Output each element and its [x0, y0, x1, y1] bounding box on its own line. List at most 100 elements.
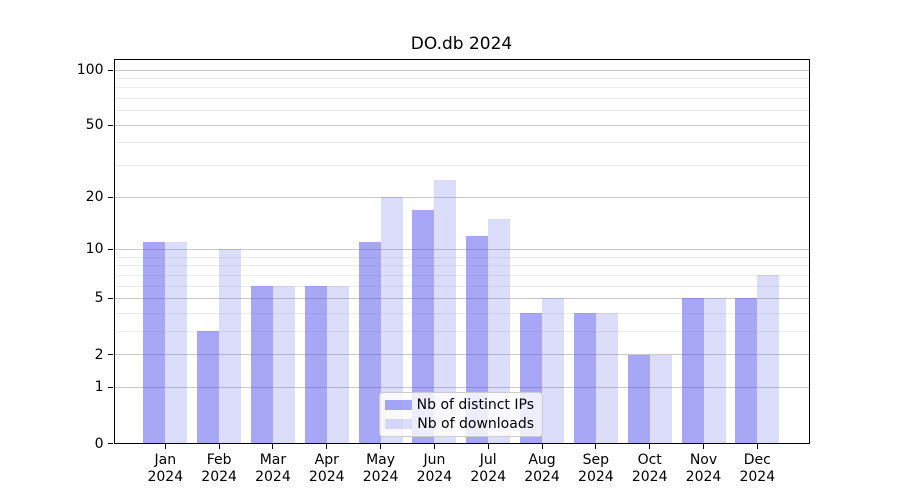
bar-downloads-nov — [703, 298, 726, 444]
gridline-minor — [113, 165, 810, 167]
bar-downloads-jan — [165, 242, 188, 444]
x-tick-label-year: 2024 — [470, 468, 507, 485]
x-tick — [595, 443, 597, 449]
bar-ips-sep — [573, 313, 596, 444]
y-tick — [108, 443, 113, 444]
bar-ips-dec — [735, 298, 758, 444]
legend-swatch-distinct-ips-icon — [385, 400, 412, 411]
x-tick — [433, 443, 435, 449]
gridline-minor — [113, 142, 810, 144]
gridline-minor — [113, 256, 810, 258]
gridline-minor — [113, 312, 810, 314]
x-tick-label: Aug 2024 — [512, 452, 572, 486]
x-tick-label-year: 2024 — [255, 468, 291, 485]
bar-downloads-may — [380, 197, 403, 444]
gridline-minor — [113, 265, 810, 267]
y-tick — [108, 386, 113, 388]
x-tick — [756, 443, 758, 449]
gridline-major — [113, 297, 810, 299]
x-tick-label: Jun 2024 — [404, 452, 464, 486]
x-tick-label-year: 2024 — [147, 468, 184, 485]
y-tick — [108, 297, 113, 299]
y-tick — [108, 354, 113, 356]
x-tick — [487, 443, 489, 449]
legend-item-downloads: Nb of downloads — [385, 416, 534, 432]
y-tick-label: 2 — [94, 346, 104, 363]
gridline-minor — [113, 77, 810, 79]
gridline-major — [113, 386, 810, 388]
bar-downloads-oct — [649, 354, 672, 444]
gridline-minor — [113, 87, 810, 89]
x-tick — [703, 443, 704, 449]
y-tick — [108, 196, 113, 198]
y-tick-label: 50 — [85, 117, 104, 134]
legend-item-distinct-ips: Nb of distinct IPs — [385, 397, 534, 413]
gridline-minor — [113, 98, 810, 100]
bar-downloads-dec — [757, 275, 780, 444]
bar-ips-feb — [197, 331, 220, 444]
gridline-minor — [113, 110, 810, 112]
legend-label-distinct-ips: Nb of distinct IPs — [416, 397, 534, 414]
y-tick-label: 0 — [94, 435, 104, 452]
y-tick-label: 10 — [85, 241, 104, 258]
gridline-major — [113, 124, 810, 126]
gridline-major — [113, 69, 810, 71]
x-tick-label-year: 2024 — [578, 468, 614, 485]
gridline-major — [113, 196, 810, 198]
chart-title: DO.db 2024 — [410, 34, 513, 54]
x-tick-label-year: 2024 — [416, 468, 453, 485]
gridline-major — [113, 354, 810, 356]
x-tick-label-year: 2024 — [685, 468, 722, 485]
x-tick-label: Sep 2024 — [566, 452, 626, 486]
x-tick — [326, 443, 328, 449]
gridline-minor — [113, 330, 810, 332]
x-tick-label: Mar 2024 — [243, 452, 303, 486]
y-tick-label: 1 — [94, 379, 104, 396]
legend-label-downloads: Nb of downloads — [417, 415, 534, 432]
x-tick-label-year: 2024 — [524, 468, 560, 485]
x-tick-label: May 2024 — [351, 452, 411, 486]
x-tick — [541, 443, 543, 449]
gridline-major — [113, 248, 810, 250]
bar-downloads-jul — [488, 219, 511, 444]
bar-ips-jan — [143, 242, 166, 444]
x-tick-label: Jan 2024 — [135, 452, 195, 486]
x-tick-label-year: 2024 — [308, 468, 345, 485]
x-tick-label: Dec 2024 — [727, 452, 787, 486]
x-tick-label-year: 2024 — [631, 468, 668, 485]
bar-downloads-jun — [434, 179, 457, 444]
x-tick — [380, 443, 382, 449]
bar-ips-mar — [250, 286, 273, 444]
y-tick — [108, 69, 113, 71]
y-tick — [108, 124, 113, 126]
x-tick-label: Apr 2024 — [297, 452, 357, 486]
bar-ips-nov — [681, 298, 704, 444]
gridline-minor — [113, 285, 810, 287]
bar-downloads-aug — [542, 298, 565, 444]
x-tick-label-year: 2024 — [201, 468, 237, 485]
bar-ips-apr — [304, 286, 327, 444]
bar-downloads-apr — [326, 286, 349, 444]
x-tick-label-year: 2024 — [739, 468, 776, 485]
x-tick — [164, 443, 166, 449]
bar-downloads-mar — [272, 286, 295, 444]
bar-ips-may — [358, 242, 381, 444]
y-tick — [108, 248, 113, 250]
gridline-minor — [113, 274, 810, 276]
y-tick-label: 20 — [85, 189, 104, 206]
x-tick-label: Feb 2024 — [189, 452, 249, 486]
bar-ips-oct — [627, 354, 650, 444]
x-tick-label: Nov 2024 — [674, 452, 734, 486]
x-tick-label: Oct 2024 — [620, 452, 680, 486]
bar-ips-jun — [412, 209, 435, 444]
x-tick-label-year: 2024 — [362, 468, 399, 485]
x-tick — [218, 443, 220, 449]
x-tick — [272, 443, 274, 449]
bar-downloads-sep — [595, 313, 618, 444]
legend: Nb of distinct IPs Nb of downloads — [379, 392, 543, 437]
legend-swatch-downloads-icon — [385, 418, 412, 429]
y-tick-label: 5 — [94, 290, 104, 307]
x-tick-label: Jul 2024 — [458, 452, 518, 486]
